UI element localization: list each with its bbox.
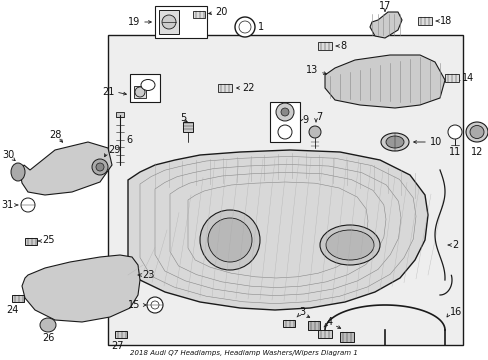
- Text: 27: 27: [112, 341, 124, 351]
- Circle shape: [135, 87, 145, 97]
- Bar: [317, 330, 331, 338]
- Text: 16: 16: [449, 307, 461, 317]
- Text: 22: 22: [242, 83, 254, 93]
- Circle shape: [275, 103, 293, 121]
- Text: 4: 4: [326, 317, 332, 327]
- Bar: [193, 11, 204, 18]
- Circle shape: [308, 126, 320, 138]
- Circle shape: [200, 210, 260, 270]
- Bar: [317, 42, 331, 50]
- Bar: [159, 10, 179, 34]
- Circle shape: [281, 108, 288, 116]
- Text: 28: 28: [49, 130, 61, 140]
- Text: 17: 17: [378, 1, 390, 11]
- Bar: [115, 331, 127, 338]
- Circle shape: [207, 218, 251, 262]
- Text: 14: 14: [461, 73, 473, 83]
- Bar: [116, 112, 124, 117]
- Bar: [108, 35, 462, 345]
- Ellipse shape: [325, 230, 373, 260]
- Bar: [12, 295, 24, 302]
- Bar: [307, 321, 319, 330]
- Bar: [269, 102, 299, 142]
- Text: 21: 21: [102, 87, 115, 97]
- Text: 20: 20: [215, 7, 227, 17]
- Text: 1: 1: [258, 22, 264, 32]
- Text: 2: 2: [451, 240, 457, 250]
- Ellipse shape: [469, 126, 483, 139]
- Text: 9: 9: [302, 115, 307, 125]
- Circle shape: [147, 297, 163, 313]
- Bar: [444, 74, 458, 82]
- Text: 5: 5: [180, 113, 186, 123]
- Polygon shape: [22, 255, 140, 322]
- Polygon shape: [325, 55, 444, 108]
- Bar: [155, 6, 206, 38]
- Text: 6: 6: [126, 135, 132, 145]
- Text: 23: 23: [142, 270, 154, 280]
- Polygon shape: [20, 142, 112, 195]
- Circle shape: [21, 198, 35, 212]
- Bar: [183, 122, 193, 132]
- Ellipse shape: [465, 122, 487, 142]
- Bar: [218, 84, 231, 92]
- Circle shape: [92, 159, 108, 175]
- Polygon shape: [369, 12, 401, 38]
- Text: 19: 19: [127, 17, 140, 27]
- Text: 18: 18: [439, 16, 451, 26]
- Ellipse shape: [380, 133, 408, 151]
- Text: 12: 12: [470, 147, 482, 157]
- Text: 10: 10: [429, 137, 441, 147]
- Text: 24: 24: [6, 305, 18, 315]
- Bar: [339, 332, 353, 342]
- Text: 13: 13: [305, 65, 317, 75]
- Text: 8: 8: [339, 41, 346, 51]
- Ellipse shape: [319, 225, 379, 265]
- Text: 26: 26: [42, 333, 54, 343]
- Text: 2018 Audi Q7 Headlamps, Headlamp Washers/Wipers Diagram 1: 2018 Audi Q7 Headlamps, Headlamp Washers…: [130, 350, 357, 356]
- Bar: [283, 320, 294, 327]
- Ellipse shape: [11, 163, 25, 181]
- Circle shape: [447, 125, 461, 139]
- Bar: [130, 74, 160, 102]
- Polygon shape: [128, 150, 427, 310]
- Bar: [25, 238, 37, 245]
- Text: 7: 7: [315, 112, 322, 122]
- Circle shape: [162, 15, 176, 29]
- Ellipse shape: [385, 136, 403, 148]
- Ellipse shape: [40, 318, 56, 332]
- Text: 3: 3: [298, 307, 305, 317]
- Circle shape: [278, 125, 291, 139]
- Text: 11: 11: [448, 147, 460, 157]
- Text: 25: 25: [42, 235, 54, 245]
- Text: 30: 30: [2, 150, 14, 160]
- Bar: [417, 17, 431, 25]
- Text: 31: 31: [2, 200, 14, 210]
- Bar: [134, 86, 146, 98]
- Text: 15: 15: [127, 300, 140, 310]
- Circle shape: [151, 301, 159, 309]
- Ellipse shape: [141, 80, 155, 90]
- Circle shape: [96, 163, 104, 171]
- Text: 29: 29: [108, 145, 120, 155]
- Circle shape: [239, 21, 250, 33]
- Circle shape: [235, 17, 254, 37]
